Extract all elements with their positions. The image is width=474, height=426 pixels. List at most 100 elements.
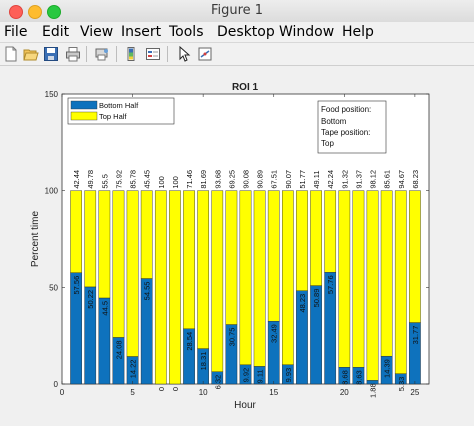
data-label-bottom-half: 9.11 [256, 369, 265, 383]
data-label-bottom-half: 30.75 [227, 328, 236, 347]
x-tick-label: 15 [269, 388, 278, 397]
new-figure-icon[interactable] [3, 46, 19, 62]
menu-view[interactable]: View [80, 24, 114, 40]
x-tick-label: 10 [199, 388, 208, 397]
menu-window[interactable]: Window [279, 24, 335, 40]
data-label-top-half: 49.11 [312, 170, 321, 188]
bar-top-half [98, 190, 111, 299]
data-label-top-half: 42.24 [326, 170, 335, 189]
y-tick-label: 50 [49, 283, 58, 292]
bar-top-half [310, 190, 322, 286]
menu-bar: File Edit View Insert Tools Desktop Wind… [0, 22, 474, 43]
bar-top-half [352, 190, 365, 368]
data-label-bottom-half: 54.55 [143, 282, 152, 301]
bar-top-half [225, 190, 238, 325]
annotation-line-1: Food position: [321, 105, 371, 114]
data-label-bottom-half: 8.68 [340, 370, 349, 385]
legend-swatch-bottom-half [70, 100, 98, 110]
data-label-top-half: 85.61 [383, 170, 392, 189]
data-label-bottom-half: 5.33 [397, 377, 406, 392]
y-tick-label: 0 [54, 380, 59, 389]
window-title: Figure 1 [210, 3, 264, 18]
bar-top-half [211, 190, 224, 372]
bar-chart: ROI 1 57.56 42.44 50.22 49.78 44.5 55.5 24.08 7… [30, 82, 430, 411]
menu-tools[interactable]: Tools [169, 24, 204, 40]
annotation-line-3: Tape position: [321, 128, 370, 137]
y-axis-label: Percent time [30, 210, 41, 267]
minimize-window-button[interactable] [28, 5, 42, 19]
bar-top-half [154, 190, 167, 385]
menu-desktop[interactable]: Desktop [217, 24, 275, 40]
data-label-top-half: 100 [171, 176, 180, 189]
x-tick-label: 0 [60, 388, 65, 397]
open-file-icon[interactable] [23, 46, 39, 62]
annotation-box: Food position: Bottom Tape position: Top [317, 100, 387, 154]
print-icon[interactable] [65, 46, 81, 62]
data-label-top-half: 94.67 [397, 170, 406, 189]
bar-top-half [324, 190, 337, 273]
x-tick-label: 5 [130, 388, 135, 397]
insert-legend-icon[interactable] [145, 46, 161, 62]
toolbar-separator [86, 46, 87, 62]
title-bar[interactable]: Figure 1 [0, 0, 474, 23]
toolbar-separator [167, 46, 168, 62]
toolbar-separator [116, 46, 117, 62]
bar-top-half [197, 190, 209, 349]
data-label-bottom-half: 24.08 [114, 340, 123, 359]
data-label-top-half: 85.78 [129, 170, 138, 189]
maximize-window-button[interactable] [47, 5, 61, 19]
data-tips-icon[interactable] [197, 46, 213, 62]
data-label-bottom-half: 31.77 [411, 326, 420, 345]
data-label-bottom-half: 14.22 [129, 360, 138, 379]
data-label-bottom-half: 0 [171, 387, 180, 391]
pointer-icon[interactable] [177, 46, 193, 62]
save-icon[interactable] [43, 46, 59, 62]
menu-insert[interactable]: Insert [121, 24, 162, 40]
bar-top-half [267, 190, 280, 322]
bar-top-half [394, 190, 407, 374]
data-label-top-half: 90.08 [242, 170, 251, 189]
bar-top-half [409, 190, 421, 323]
bar-top-half [126, 190, 139, 357]
menu-help[interactable]: Help [342, 24, 374, 40]
data-label-bottom-half: 57.76 [326, 275, 335, 294]
bar-top-half [253, 190, 266, 367]
data-label-bottom-half: 28.54 [185, 332, 194, 351]
ticks-layer: 0 5 10 15 20 25 0 50 100 150 [45, 90, 429, 397]
bar-top-half [282, 190, 294, 366]
data-label-top-half: 93.68 [213, 170, 222, 189]
data-label-top-half: 51.77 [298, 170, 307, 189]
bar-top-half [140, 190, 153, 279]
data-label-bottom-half: 9.93 [284, 368, 293, 383]
print-preview-icon[interactable] [94, 46, 110, 62]
data-label-top-half: 90.07 [284, 170, 293, 189]
annotation-frame [317, 100, 387, 154]
data-label-bottom-half: 18.31 [199, 352, 208, 371]
figure-toolbar [0, 43, 474, 66]
bar-top-half [70, 190, 82, 273]
insert-colorbar-icon[interactable] [124, 46, 140, 62]
data-label-top-half: 91.37 [354, 170, 363, 189]
data-label-bottom-half: 48.23 [298, 294, 307, 313]
chart-title: ROI 1 [232, 82, 259, 93]
bar-top-half [239, 190, 252, 366]
bar-top-half [112, 190, 125, 338]
legend-entry-bottom-half: Bottom Half [99, 101, 139, 110]
data-label-top-half: 91.32 [340, 170, 349, 189]
data-label-top-half: 90.89 [256, 170, 265, 189]
bar-top-half [84, 190, 97, 288]
data-label-bottom-half: 0 [157, 387, 166, 391]
y-tick-label: 100 [45, 187, 59, 196]
bar-top-half [296, 190, 308, 291]
x-tick-label: 20 [340, 388, 349, 397]
menu-file[interactable]: File [4, 24, 28, 40]
close-window-button[interactable] [9, 5, 23, 19]
menu-edit[interactable]: Edit [42, 24, 70, 40]
data-label-bottom-half: 8.63 [354, 370, 363, 385]
bar-top-half [338, 190, 351, 368]
legend[interactable]: Bottom Half Top Half [67, 97, 175, 125]
data-label-top-half: 81.69 [199, 170, 208, 189]
data-label-top-half: 75.92 [114, 170, 123, 189]
legend-swatch-top-half [70, 111, 98, 121]
